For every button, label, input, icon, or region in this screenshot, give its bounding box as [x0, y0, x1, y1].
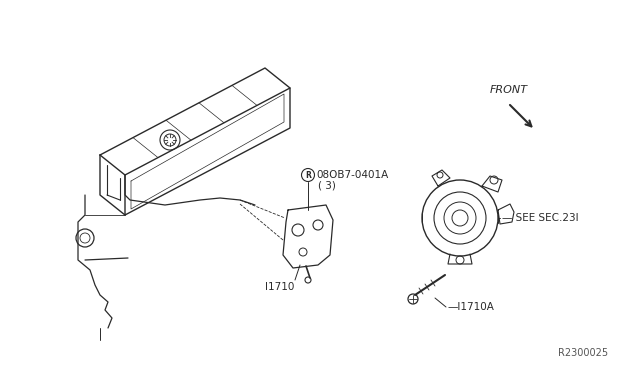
Text: — SEE SEC.23I: — SEE SEC.23I [502, 213, 579, 223]
Text: —l1710A: —l1710A [448, 302, 495, 312]
Text: ( 3): ( 3) [318, 180, 336, 190]
Text: R2300025: R2300025 [558, 348, 608, 358]
Text: 08OB7-0401A: 08OB7-0401A [316, 170, 388, 180]
Text: FRONT: FRONT [490, 85, 528, 95]
Text: l1710: l1710 [266, 282, 294, 292]
Text: R: R [305, 170, 311, 180]
